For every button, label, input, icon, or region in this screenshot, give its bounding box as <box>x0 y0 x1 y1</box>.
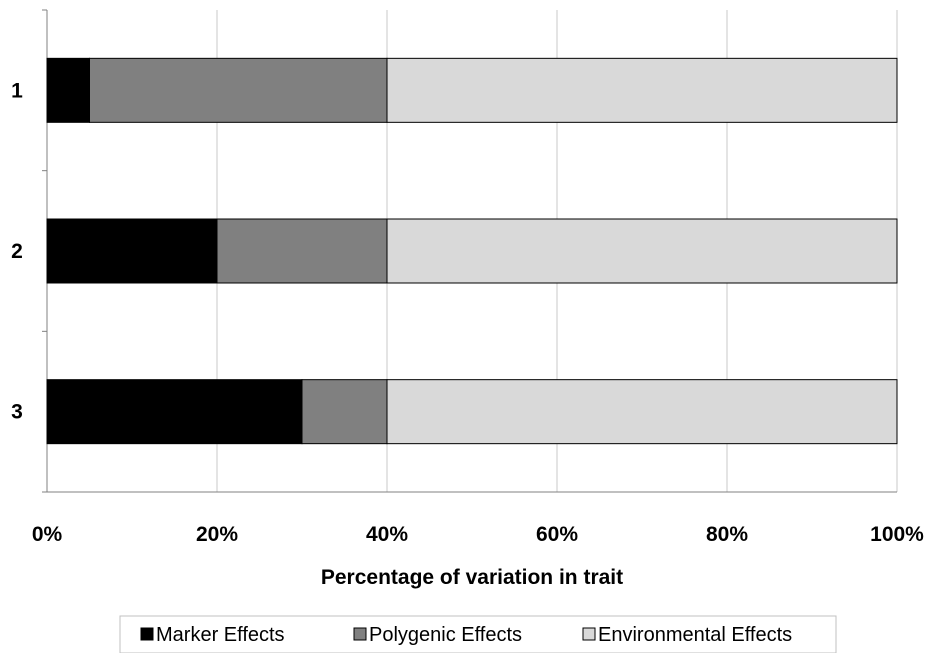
y-tick-label-2: 2 <box>11 240 23 263</box>
legend-label-3: Environmental Effects <box>598 624 792 646</box>
legend-swatch-1 <box>140 627 154 641</box>
x-tick-label: 20% <box>196 523 238 546</box>
y-tick-label-3: 3 <box>11 401 23 424</box>
legend-box <box>119 615 837 653</box>
x-tick-label: 40% <box>366 523 408 546</box>
bar-environmental-effects-1 <box>386 57 898 123</box>
x-tick-label: 80% <box>706 523 748 546</box>
x-axis-title: Percentage of variation in trait <box>321 566 623 589</box>
legend-label-1: Marker Effects <box>156 624 285 646</box>
legend-label-2: Polygenic Effects <box>369 624 522 646</box>
legend-swatch-2 <box>353 627 367 641</box>
y-tick-label-1: 1 <box>11 79 23 102</box>
bar-polygenic-effects-1 <box>89 57 388 123</box>
x-tick-label: 0% <box>32 523 63 546</box>
bar-marker-effects-1 <box>46 57 90 123</box>
bar-marker-effects-3 <box>46 379 303 445</box>
bar-environmental-effects-2 <box>386 218 898 284</box>
bar-environmental-effects-3 <box>386 379 898 445</box>
legend-swatch-3 <box>582 627 596 641</box>
x-tick-label: 60% <box>536 523 578 546</box>
bar-polygenic-effects-2 <box>216 218 388 284</box>
bar-marker-effects-2 <box>46 218 218 284</box>
x-tick-label: 100% <box>870 523 924 546</box>
bar-polygenic-effects-3 <box>301 379 388 445</box>
